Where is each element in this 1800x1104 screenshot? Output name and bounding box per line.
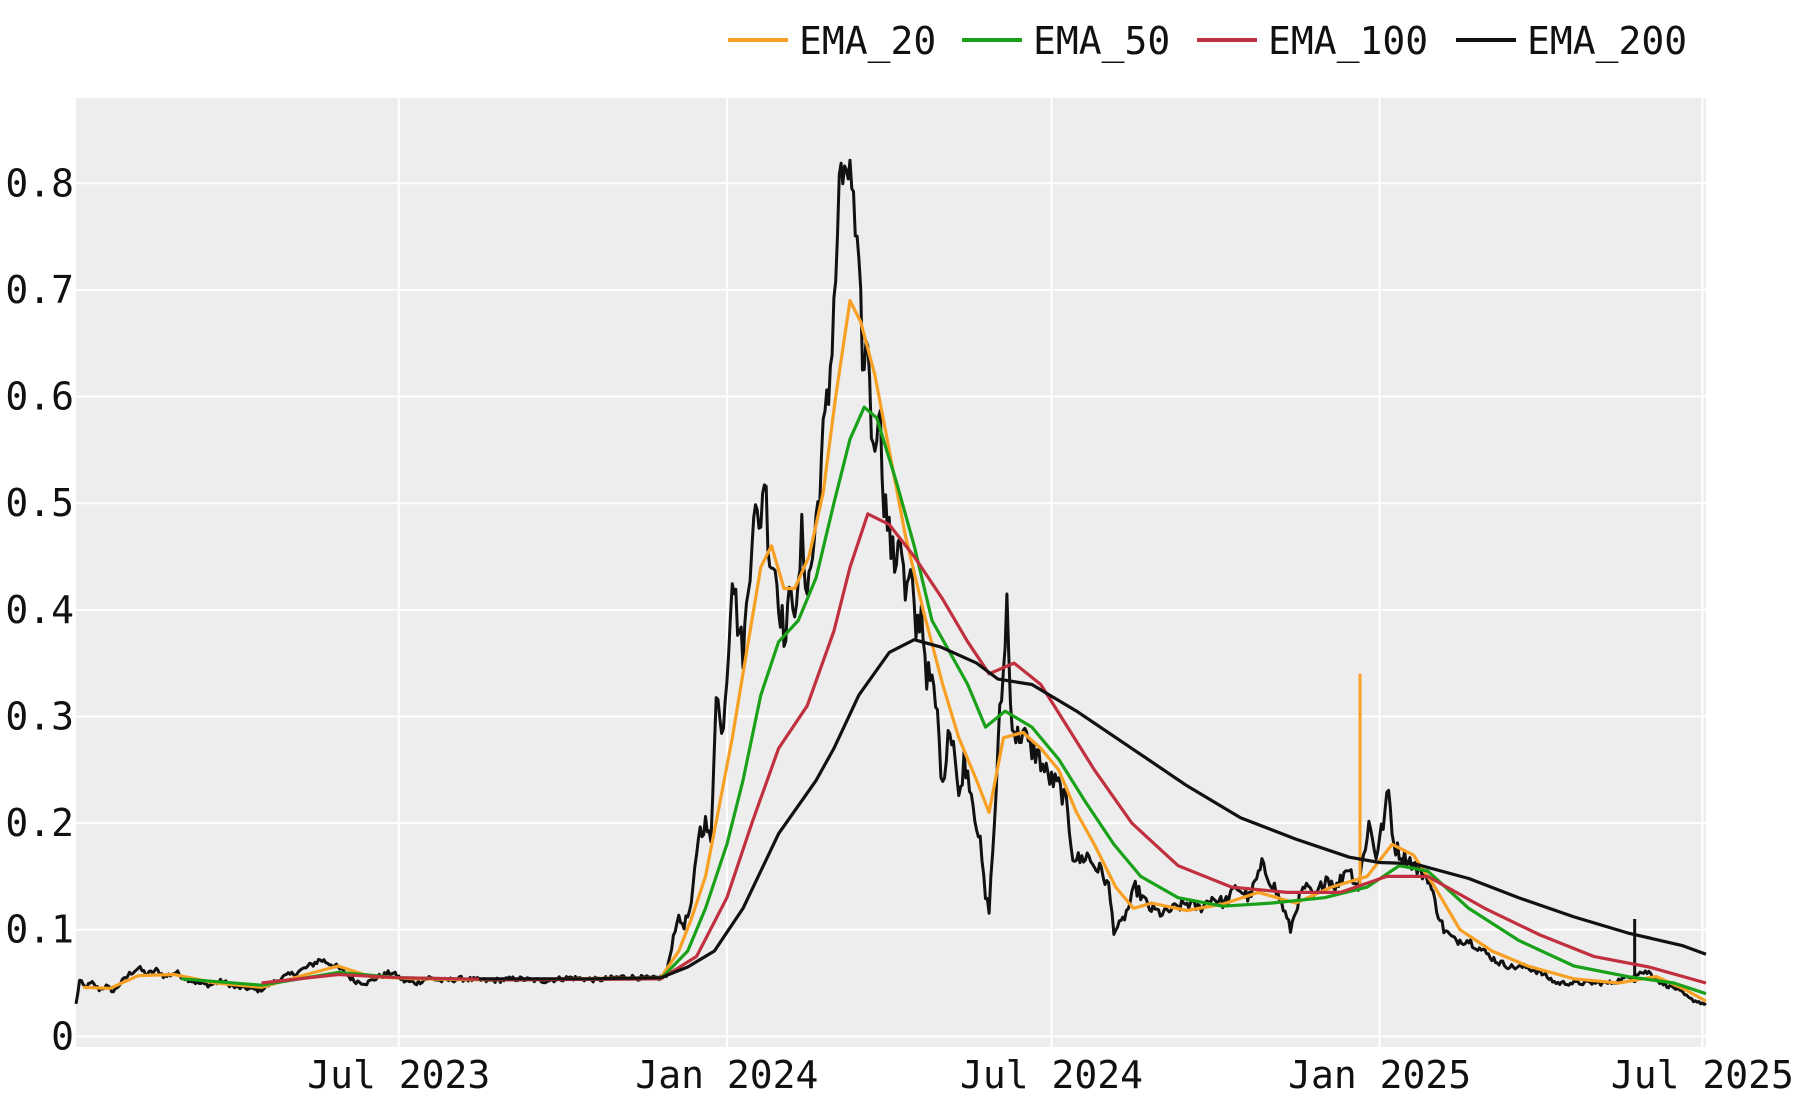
ema-layer bbox=[83, 299, 1707, 1003]
y-tick-label: 0.2 bbox=[5, 801, 74, 845]
legend-label: EMA_200 bbox=[1527, 19, 1687, 64]
y-tick-label: 0.8 bbox=[5, 161, 74, 205]
y-tick-label: 0.7 bbox=[5, 268, 74, 312]
legend-label: EMA_100 bbox=[1268, 19, 1428, 64]
axis-layer: 0 0.1 0.2 0.3 0.4 0.5 0.6 0.7 0.8 Jul 2023 Jan 202… bbox=[5, 161, 1794, 1097]
y-tick-label: 0 bbox=[51, 1014, 74, 1058]
legend-item: EMA_20 bbox=[728, 19, 936, 64]
x-tick-label: Jul 2023 bbox=[307, 1053, 490, 1097]
legend-item: EMA_100 bbox=[1197, 19, 1428, 64]
legend-item: EMA_200 bbox=[1456, 19, 1687, 64]
legend: EMA_20 EMA_50 EMA_100 EMA_200 bbox=[728, 19, 1687, 64]
legend-item: EMA_50 bbox=[962, 19, 1170, 64]
legend-label: EMA_50 bbox=[1033, 19, 1170, 64]
x-tick-label: Jul 2025 bbox=[1611, 1053, 1794, 1097]
plot-background-layer bbox=[76, 98, 1706, 1047]
y-tick-label: 0.4 bbox=[5, 588, 74, 632]
plot-area bbox=[76, 98, 1706, 1047]
y-tick-label: 0.6 bbox=[5, 375, 74, 419]
series-line-ema-100 bbox=[261, 512, 1707, 985]
grid-layer bbox=[76, 98, 1706, 1047]
legend-label: EMA_20 bbox=[799, 19, 936, 64]
x-tick-label: Jan 2025 bbox=[1288, 1053, 1471, 1097]
x-tick-label: Jan 2024 bbox=[635, 1053, 818, 1097]
series-line-ema-200 bbox=[479, 638, 1707, 981]
x-tick-label: Jul 2024 bbox=[960, 1053, 1143, 1097]
y-tick-label: 0.1 bbox=[5, 908, 74, 952]
y-tick-label: 0.5 bbox=[5, 481, 74, 525]
y-tick-label: 0.3 bbox=[5, 694, 74, 738]
